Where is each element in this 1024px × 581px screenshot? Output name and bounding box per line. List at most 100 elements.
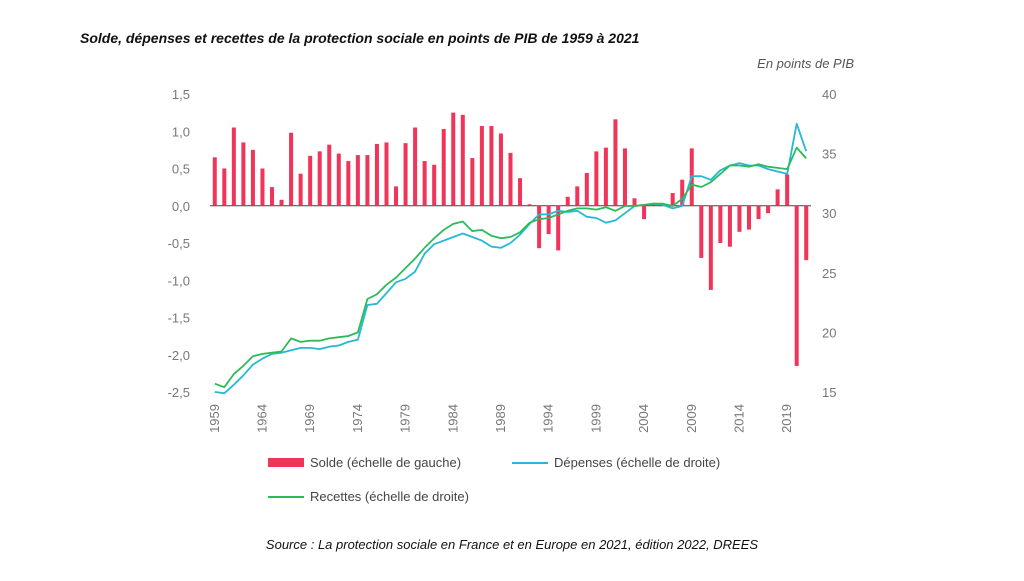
solde-bar bbox=[250, 149, 255, 206]
solde-bar bbox=[346, 161, 351, 206]
legend-label-recettes: Recettes (échelle de droite) bbox=[310, 489, 469, 504]
legend-swatch-depenses bbox=[512, 461, 548, 464]
solde-bar bbox=[289, 132, 294, 206]
legend-item-depenses: Dépenses (échelle de droite) bbox=[512, 455, 720, 470]
solde-bar bbox=[680, 179, 685, 206]
solde-bar bbox=[632, 198, 637, 206]
left-axis-tick-label: 0,0 bbox=[172, 199, 190, 214]
solde-bar bbox=[584, 172, 589, 206]
solde-bar bbox=[317, 151, 322, 206]
solde-bar bbox=[355, 155, 360, 206]
x-axis-tick-label: 2019 bbox=[779, 404, 794, 433]
solde-bar bbox=[394, 186, 399, 206]
solde-bar bbox=[670, 193, 675, 206]
x-axis-tick-label: 1969 bbox=[302, 404, 317, 433]
x-axis-tick-label: 2014 bbox=[731, 404, 746, 433]
left-axis-tick-label: 0,5 bbox=[172, 162, 190, 177]
left-axis-tick-label: -2,5 bbox=[168, 385, 190, 400]
left-axis-tick-label: -2,0 bbox=[168, 348, 190, 363]
solde-bar bbox=[432, 164, 437, 206]
solde-bar bbox=[766, 205, 771, 214]
solde-bar bbox=[260, 168, 265, 206]
x-axis-tick-label: 1999 bbox=[588, 404, 603, 433]
right-axis-tick-label: 40 bbox=[822, 87, 836, 102]
left-axis-tick-label: -1,0 bbox=[168, 273, 190, 288]
solde-bar bbox=[270, 187, 275, 206]
right-axis-tick-label: 35 bbox=[822, 147, 836, 162]
solde-bar bbox=[365, 155, 370, 206]
legend-swatch-solde bbox=[268, 458, 304, 467]
chart-title: Solde, dépenses et recettes de la protec… bbox=[80, 30, 640, 46]
x-axis-tick-label: 1959 bbox=[207, 404, 222, 433]
solde-bar bbox=[699, 205, 704, 258]
solde-bar bbox=[565, 196, 570, 206]
solde-bar bbox=[422, 161, 427, 206]
x-axis-tick-label: 1979 bbox=[398, 404, 413, 433]
solde-bar bbox=[756, 205, 761, 220]
solde-bar bbox=[212, 157, 217, 206]
solde-bar bbox=[785, 174, 790, 206]
x-axis-tick-label: 1974 bbox=[350, 404, 365, 433]
solde-bar bbox=[460, 114, 465, 206]
solde-bar bbox=[794, 205, 799, 366]
solde-bar bbox=[804, 205, 809, 261]
source-note: Source : La protection sociale en France… bbox=[265, 537, 759, 552]
solde-bar bbox=[451, 112, 456, 206]
solde-bar bbox=[403, 143, 408, 206]
solde-bar bbox=[441, 129, 446, 206]
x-axis-tick-label: 1989 bbox=[493, 404, 508, 433]
solde-bar bbox=[222, 168, 227, 206]
solde-bar bbox=[546, 205, 551, 235]
solde-bar bbox=[498, 133, 503, 206]
solde-bar bbox=[737, 205, 742, 232]
solde-bar bbox=[231, 127, 236, 206]
left-axis-tick-label: 1,0 bbox=[172, 124, 190, 139]
solde-bar bbox=[298, 173, 303, 206]
solde-bar bbox=[308, 155, 313, 206]
unit-label: En points de PIB bbox=[757, 56, 854, 71]
solde-bar bbox=[279, 199, 284, 206]
solde-bar bbox=[413, 127, 418, 206]
solde-bar bbox=[336, 153, 341, 206]
recettes-line bbox=[214, 146, 807, 389]
legend-item-solde: Solde (échelle de gauche) bbox=[268, 455, 461, 470]
solde-bar bbox=[622, 148, 627, 206]
left-axis-tick-label: 1,5 bbox=[172, 87, 190, 102]
solde-bar bbox=[708, 205, 713, 290]
x-axis-tick-label: 1994 bbox=[541, 404, 556, 433]
right-axis-tick-label: 15 bbox=[822, 385, 836, 400]
solde-bar bbox=[556, 205, 561, 251]
solde-bar bbox=[727, 205, 732, 247]
left-axis-tick-label: -1,5 bbox=[168, 311, 190, 326]
solde-bar bbox=[527, 204, 532, 206]
solde-bar bbox=[518, 178, 523, 206]
solde-bar bbox=[651, 204, 656, 206]
legend-item-recettes: Recettes (échelle de droite) bbox=[268, 489, 469, 504]
solde-bar bbox=[746, 205, 751, 230]
solde-bar bbox=[489, 126, 494, 206]
depenses-line bbox=[214, 122, 808, 395]
x-axis-tick-label: 2009 bbox=[684, 404, 699, 433]
solde-bar bbox=[642, 205, 647, 220]
solde-bar bbox=[718, 205, 723, 243]
solde-bar bbox=[537, 205, 542, 249]
solde-bar bbox=[603, 147, 608, 206]
right-axis-tick-label: 25 bbox=[822, 266, 836, 281]
solde-bar bbox=[384, 142, 389, 206]
x-axis-tick-label: 1984 bbox=[445, 404, 460, 433]
legend-label-solde: Solde (échelle de gauche) bbox=[310, 455, 462, 470]
right-axis-tick-label: 30 bbox=[822, 206, 836, 221]
solde-bar bbox=[327, 144, 332, 206]
legend-swatch-recettes bbox=[268, 495, 304, 498]
solde-bar bbox=[575, 186, 580, 206]
x-axis-tick-label: 1964 bbox=[254, 404, 269, 433]
solde-bar bbox=[479, 126, 484, 206]
solde-bar bbox=[508, 152, 513, 206]
legend-label-depenses: Dépenses (échelle de droite) bbox=[554, 455, 721, 470]
solde-bar bbox=[775, 189, 780, 206]
x-axis-tick-label: 2004 bbox=[636, 404, 651, 433]
solde-bar bbox=[241, 142, 246, 206]
solde-bar bbox=[374, 143, 379, 206]
left-axis-tick-label: -0,5 bbox=[168, 236, 190, 251]
